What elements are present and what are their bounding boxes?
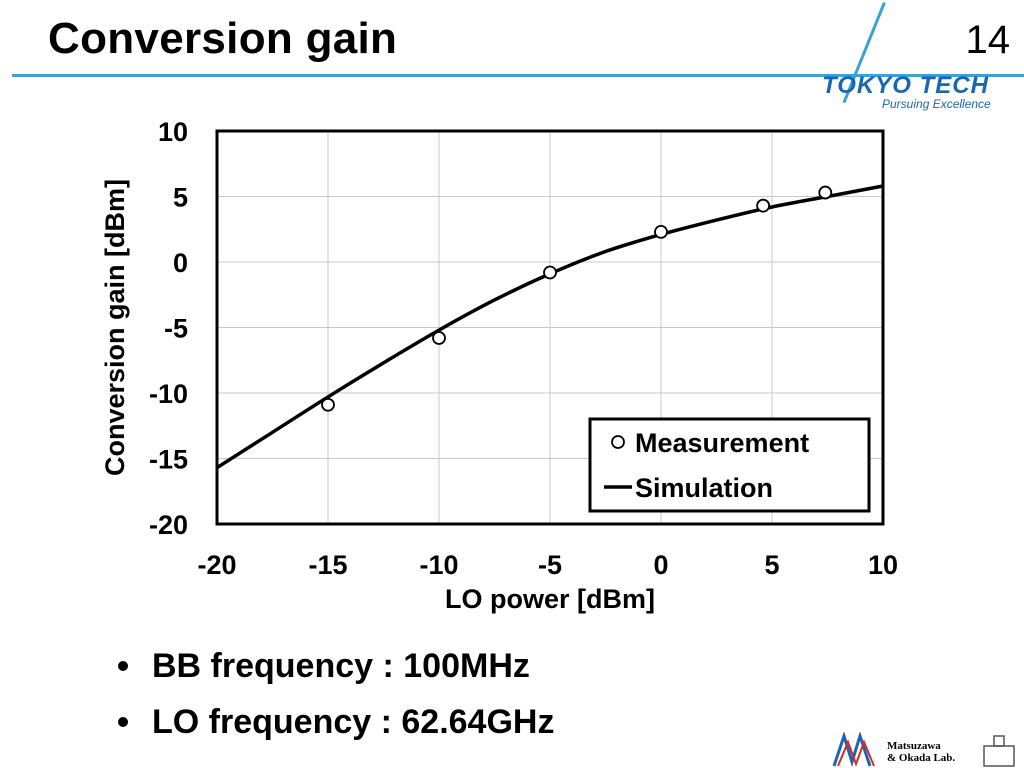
x-tick-label: -20 [197,550,236,580]
legend-simulation-label: Simulation [635,473,773,503]
measurement-data-point [756,198,771,213]
tokyo-tech-logo: TOKYO TECH [822,72,989,99]
legend-measurement-label: Measurement [635,428,809,458]
building-tower-icon [993,735,1005,747]
bullet-item: LO frequency : 62.64GHz [118,694,554,750]
logo-tagline: Pursuing Excellence [882,97,991,111]
lab-name-line1: Matsuzawa [887,740,941,752]
measurement-data-point [654,224,668,239]
slide-title: Conversion gain [48,14,398,63]
bullet-item: BB frequency : 100MHz [118,638,554,694]
x-tick-label: 0 [653,550,668,580]
bullet-list: BB frequency : 100MHz LO frequency : 62.… [118,638,554,750]
measurement-data-point [543,265,557,280]
y-tick-label: 10 [158,117,188,147]
bullet-icon [118,717,128,727]
y-tick-label: 5 [173,183,188,213]
legend-box [588,417,871,513]
y-tick-label: -15 [149,445,188,475]
x-tick-label: 5 [764,550,779,580]
wave-mark-red-icon [837,739,875,767]
x-tick-label: -15 [308,550,347,580]
x-axis-label: LO power [dBm] [445,584,655,614]
conversion-gain-chart: -20 -15 -10 -5 0 5 10 -20 -15 -10 -5 0 5 10 LO power [… [100,117,898,614]
bullet-bb-frequency: BB frequency : 100MHz [152,647,530,685]
x-tick-label: 10 [868,550,898,580]
y-tick-label: 0 [173,248,188,278]
plot-area-frame [215,129,885,526]
bullet-icon [118,661,128,671]
y-tick-label: -10 [149,379,188,409]
legend-measurement-marker [611,435,625,449]
lab-name: Matsuzawa & Okada Lab. [887,740,955,764]
measurement-data-point [432,331,446,345]
y-axis-label: Conversion gain [dBm] [100,179,130,476]
page-number: 14 [965,18,1011,62]
lab-name-line2: & Okada Lab. [887,752,956,764]
y-tick-label: -20 [149,510,188,540]
building-icon [983,745,1015,767]
measurement-data-point [321,397,335,412]
measurement-data-point [818,185,833,200]
x-tick-label: -10 [419,550,458,580]
bullet-lo-frequency: LO frequency : 62.64GHz [152,703,555,741]
lab-logo [832,732,1015,768]
x-tick-label: -5 [538,550,562,580]
title-underline [12,74,1024,77]
y-tick-label: -5 [164,314,188,344]
